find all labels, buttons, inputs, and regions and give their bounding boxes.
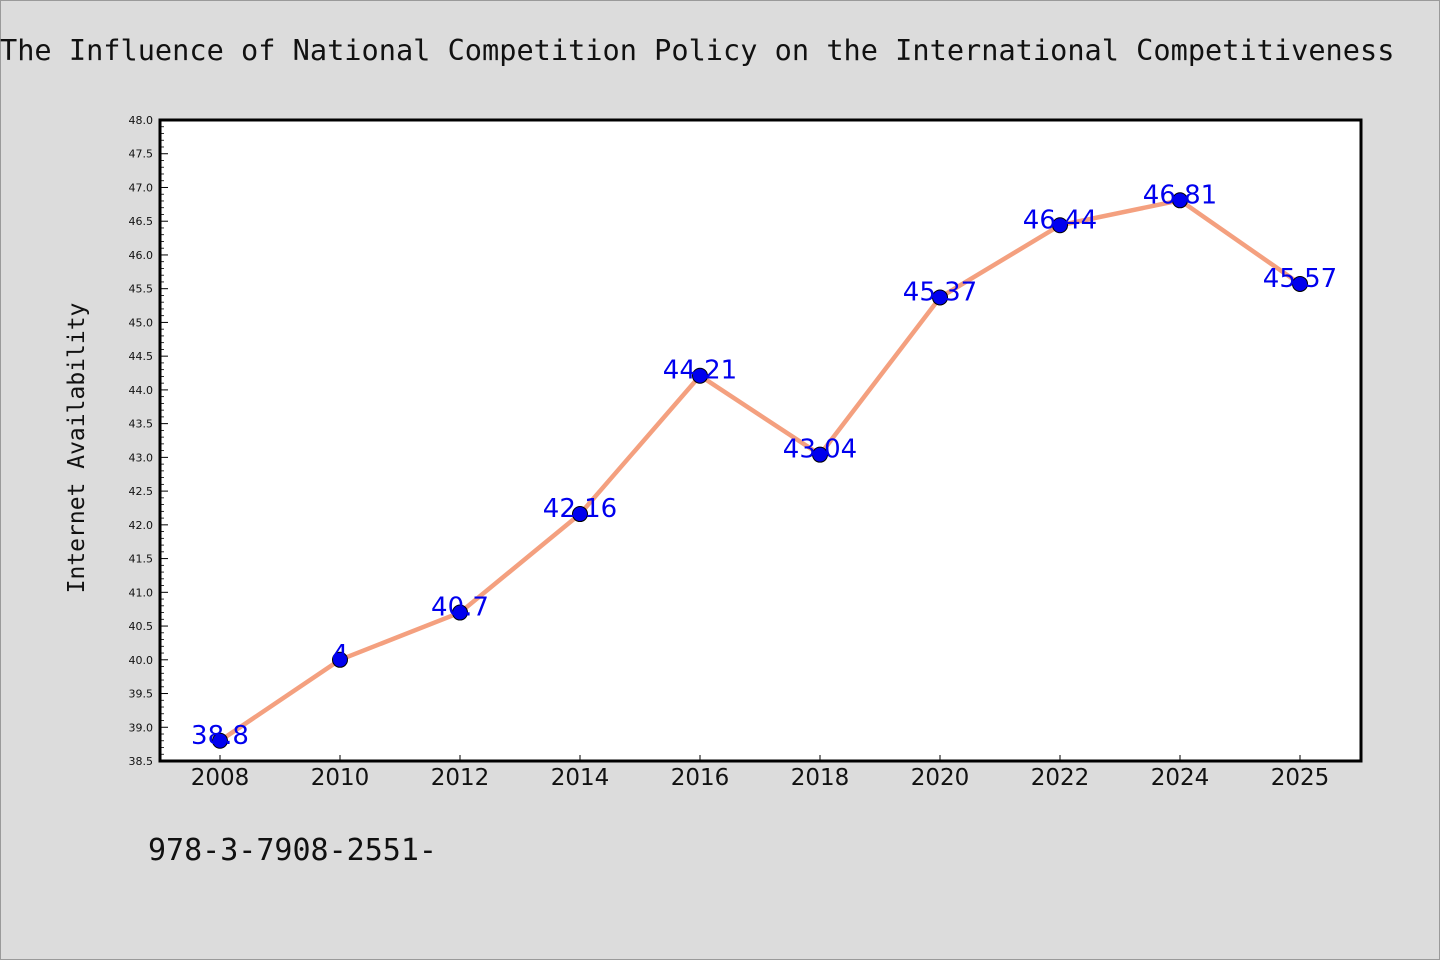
data-label: 38.8 (191, 721, 249, 751)
data-label: 44.21 (663, 356, 737, 386)
x-tick-label: 2010 (311, 765, 370, 791)
data-point (932, 289, 948, 306)
y-axis-ticks: 38.5 39.0 39.5 40.0 40.5 41.0 41.5 42.0 42.5 43.0… (129, 114, 168, 768)
x-tick-label: 2014 (551, 765, 610, 791)
y-tick-label: 45.5 (129, 283, 154, 296)
y-tick-label: 38.5 (129, 755, 154, 768)
y-tick-label: 39.0 (129, 721, 154, 734)
data-point (812, 446, 828, 463)
x-tick-label: 2016 (671, 765, 730, 791)
y-tick-label: 47.0 (129, 181, 154, 194)
y-tick-label: 47.5 (129, 148, 154, 161)
data-labels: 38.8 4 40.7 42.16 44.21 43.04 45.37 46.44 46.81 4… (191, 180, 1337, 750)
data-point (1172, 192, 1188, 209)
data-label: 4 (332, 640, 349, 670)
data-label: 46.44 (1023, 205, 1097, 235)
series-markers (212, 192, 1308, 749)
data-label: 45.37 (903, 277, 977, 307)
data-label: 42.16 (543, 494, 617, 524)
x-tick-label: 2022 (1031, 765, 1090, 791)
data-point (452, 604, 468, 621)
data-label: 45.57 (1263, 264, 1337, 294)
data-label: 43.04 (783, 435, 857, 465)
y-tick-label: 48.0 (129, 114, 154, 127)
x-tick-label: 2018 (791, 765, 850, 791)
y-tick-label: 46.5 (129, 215, 154, 228)
x-tick-label: 2025 (1271, 765, 1330, 791)
series-line (218, 198, 1302, 743)
x-tick-label: 2020 (911, 765, 970, 791)
plot-area (158, 118, 1363, 763)
y-tick-label: 42.0 (129, 519, 154, 532)
y-tick-label: 40.0 (129, 654, 154, 667)
y-tick-label: 43.0 (129, 451, 154, 464)
y-tick-label: 42.5 (129, 485, 154, 498)
data-point (692, 367, 708, 384)
x-tick-label: 2012 (431, 765, 490, 791)
y-tick-label: 43.5 (129, 418, 154, 431)
data-point (1292, 275, 1308, 292)
data-point (1052, 217, 1068, 234)
y-tick-label: 40.5 (129, 620, 154, 633)
footer-text: 978-3-7908-2551- (148, 833, 437, 868)
y-tick-label: 39.5 (129, 688, 154, 701)
data-point (212, 732, 228, 749)
y-tick-label: 44.0 (129, 384, 154, 397)
y-tick-label: 45.0 (129, 316, 154, 329)
x-tick-label: 2008 (191, 765, 250, 791)
data-point (332, 651, 348, 668)
data-label: 46.81 (1143, 180, 1217, 210)
x-axis-ticks: 2008 2010 2012 2014 2016 2018 2020 2022 2024 2025 (191, 755, 1330, 791)
y-tick-label: 46.0 (129, 249, 154, 262)
y-axis-label: Internet Availability (64, 303, 90, 594)
y-tick-label: 41.5 (129, 553, 154, 566)
chart-title: The Influence of National Competition Po… (0, 33, 1395, 67)
data-point (572, 506, 588, 523)
y-tick-label: 44.5 (129, 350, 154, 363)
y-tick-label: 41.0 (129, 586, 154, 599)
x-tick-label: 2024 (1151, 765, 1210, 791)
data-label: 40.7 (431, 593, 489, 623)
